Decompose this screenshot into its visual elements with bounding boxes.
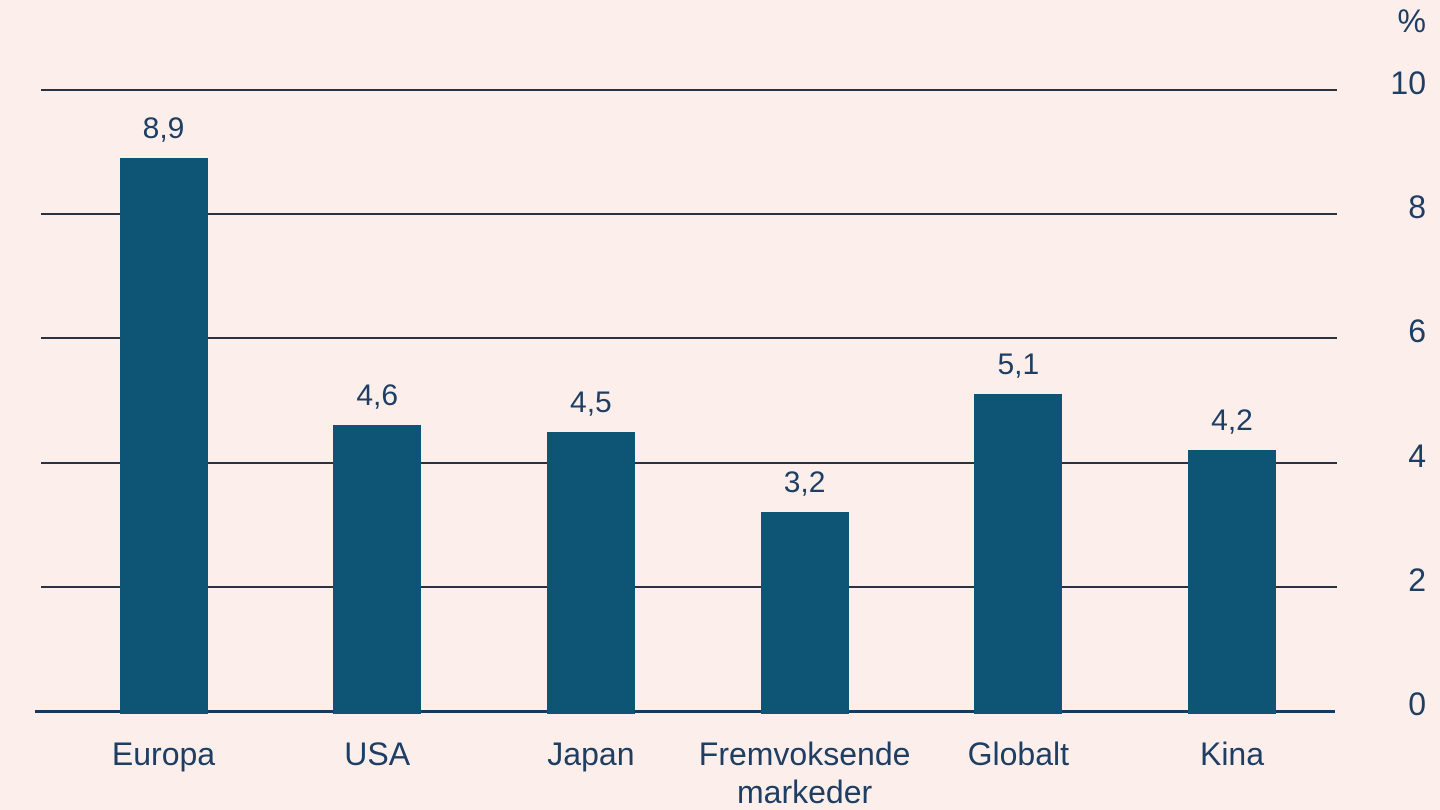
value-label-usa: 4,6: [356, 379, 399, 413]
y-tick-label-10: 10: [1390, 65, 1426, 101]
x-label-japan: Japan: [547, 736, 635, 772]
y-tick-label-0: 0: [1408, 686, 1426, 722]
bar-europa: [119, 158, 208, 714]
gridline-10: [41, 89, 1337, 91]
y-tick-label-6: 6: [1408, 313, 1426, 350]
bar-fremvoksende-markeder: [760, 512, 849, 714]
gridline-8: [41, 213, 1337, 216]
plot-area: 8,9 4,6 4,5 3,2 5,1 4,2: [35, 89, 1337, 714]
gridline-6: [41, 337, 1337, 340]
x-label-globalt: Globalt: [967, 736, 1069, 772]
value-label-europa: 8,9: [142, 112, 185, 146]
x-label-usa: USA: [344, 736, 411, 772]
y-tick-label-4: 4: [1408, 437, 1426, 474]
gridline-4: [41, 461, 1337, 464]
y-axis-unit-label: %: [1397, 3, 1426, 39]
x-label-fremvoksende-markeder: Fremvoksende markeder: [698, 736, 911, 810]
x-label-europa: Europa: [111, 736, 216, 772]
y-tick-label-2: 2: [1408, 561, 1426, 598]
bar-japan: [546, 431, 635, 714]
gridline-2: [41, 585, 1337, 588]
bar-globalt: [974, 394, 1063, 714]
value-label-fremvoksende-markeder: 3,2: [783, 466, 826, 500]
bar-usa: [333, 425, 422, 714]
value-label-japan: 4,5: [570, 385, 612, 419]
x-axis-baseline: [35, 710, 1335, 713]
value-label-kina: 4,2: [1211, 404, 1253, 438]
bar-kina: [1188, 450, 1276, 714]
y-tick-label-8: 8: [1408, 189, 1426, 226]
x-label-kina: Kina: [1199, 736, 1265, 772]
value-label-globalt: 5,1: [997, 348, 1040, 382]
